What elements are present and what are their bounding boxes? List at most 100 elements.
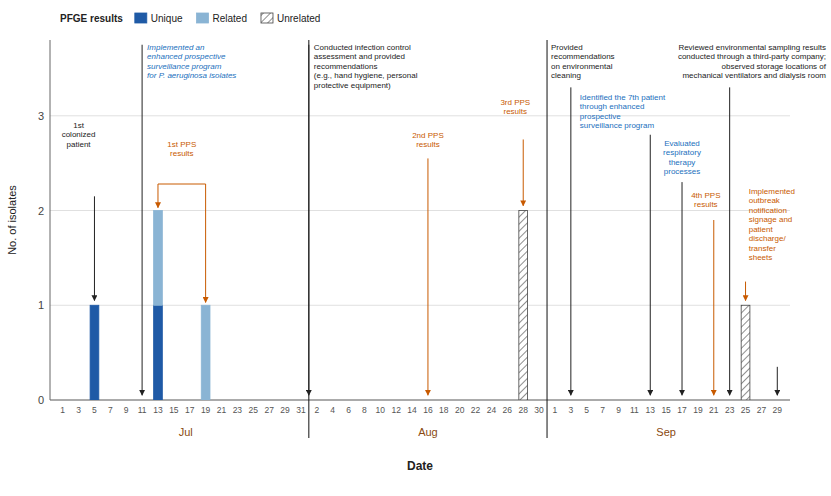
bar bbox=[741, 305, 750, 400]
bar bbox=[630, 400, 639, 401]
bar bbox=[678, 400, 687, 401]
annotation: 4th PPSresults bbox=[691, 191, 720, 210]
bar bbox=[217, 400, 226, 401]
bar bbox=[694, 400, 703, 401]
bar bbox=[376, 400, 385, 401]
y-axis-line bbox=[50, 40, 51, 400]
text-line: assessment and provided bbox=[314, 52, 405, 61]
bar bbox=[487, 400, 496, 401]
x-tick-label: 14 bbox=[407, 405, 417, 415]
bar bbox=[233, 400, 242, 401]
x-tick-label: 19 bbox=[201, 405, 211, 415]
text-line: 1st PPS bbox=[167, 140, 196, 149]
x-tick-label: 15 bbox=[169, 405, 179, 415]
x-tick-label: 5 bbox=[92, 405, 97, 415]
annotation-arrow bbox=[729, 87, 730, 395]
y-tick-label: 3 bbox=[38, 110, 44, 122]
text-line: sheets bbox=[749, 253, 773, 262]
text-line: mechanical ventilators and dialysis room bbox=[682, 71, 826, 80]
x-tick-label: 11 bbox=[138, 405, 147, 415]
x-tick-label: 24 bbox=[487, 405, 497, 415]
bar bbox=[709, 400, 718, 401]
x-tick-label: 25 bbox=[249, 405, 259, 415]
bar bbox=[74, 400, 83, 401]
bar bbox=[265, 400, 274, 401]
bar bbox=[122, 400, 131, 401]
text-line: Implemented an bbox=[147, 43, 205, 52]
annotation: 2nd PPSresults bbox=[412, 131, 444, 150]
annotation-arrow bbox=[682, 182, 683, 395]
bar bbox=[328, 400, 337, 401]
bar bbox=[662, 400, 671, 401]
text-line: (e.g., hand hygiene, personal bbox=[314, 71, 418, 80]
legend-entry: Related bbox=[213, 13, 247, 24]
text-line: colonized bbox=[62, 130, 96, 139]
x-tick-label: 26 bbox=[503, 405, 513, 415]
bar bbox=[598, 400, 607, 401]
x-tick-label: 27 bbox=[264, 405, 274, 415]
x-tick-label: 6 bbox=[346, 405, 351, 415]
bar bbox=[471, 400, 480, 401]
bar bbox=[185, 400, 194, 401]
bar bbox=[503, 400, 512, 401]
text-line: recommendations bbox=[551, 52, 615, 61]
bar bbox=[233, 400, 242, 401]
annotation-arrow bbox=[570, 87, 571, 395]
text-line: enhanced prospective bbox=[147, 52, 226, 61]
x-tick-label: 7 bbox=[108, 405, 113, 415]
text-line: surveillance program bbox=[147, 62, 222, 71]
annotation: Providedrecommendationson environmentalc… bbox=[551, 43, 615, 81]
bar bbox=[154, 210, 163, 211]
x-tick-label: 3 bbox=[568, 405, 573, 415]
bar bbox=[122, 400, 131, 401]
bracket-arrow bbox=[157, 184, 158, 208]
bar bbox=[535, 400, 544, 401]
x-tick-label: 18 bbox=[439, 405, 449, 415]
bar bbox=[169, 400, 178, 401]
annotation: Conducted infection controlassessment an… bbox=[314, 43, 418, 90]
bar bbox=[519, 211, 528, 400]
x-tick-label: 3 bbox=[76, 405, 81, 415]
text-line: Evaluated bbox=[664, 139, 700, 148]
bar bbox=[487, 400, 496, 401]
bar bbox=[614, 400, 623, 401]
bar bbox=[106, 400, 115, 401]
bar bbox=[439, 400, 448, 401]
x-tick-label: 11 bbox=[630, 405, 639, 415]
text-line: protective equipment) bbox=[314, 81, 391, 90]
bar bbox=[773, 400, 782, 401]
bar bbox=[106, 400, 115, 401]
x-tick-label: 12 bbox=[391, 405, 401, 415]
bar bbox=[773, 400, 782, 401]
x-tick-label: 29 bbox=[280, 405, 290, 415]
text-line: outbreak bbox=[749, 196, 781, 205]
x-tick-label: 21 bbox=[709, 405, 719, 415]
annotation-arrow bbox=[777, 367, 778, 395]
annotation: Identified the 7th patientthrough enhanc… bbox=[580, 93, 666, 131]
bar bbox=[408, 400, 417, 401]
bar bbox=[535, 400, 544, 401]
bar bbox=[471, 400, 480, 401]
x-tick-label: 31 bbox=[296, 405, 306, 415]
bar bbox=[90, 305, 99, 400]
text-line: conducted through a third-party company; bbox=[678, 52, 826, 61]
annotation-arrow bbox=[142, 45, 143, 396]
bar bbox=[773, 400, 782, 401]
bar bbox=[249, 400, 258, 401]
x-tick-label: 28 bbox=[518, 405, 528, 415]
bar bbox=[646, 400, 655, 401]
text-line: Reviewed environmental sampling results bbox=[678, 43, 826, 52]
text-line: for P. aeruginosa isolates bbox=[147, 71, 236, 80]
x-tick-label: 25 bbox=[741, 405, 751, 415]
annotation: 1stcolonizedpatient bbox=[62, 121, 96, 149]
bar bbox=[439, 400, 448, 401]
bar bbox=[646, 400, 655, 401]
annotation: Implemented anenhanced prospectivesurvei… bbox=[147, 43, 236, 81]
x-axis-label: Date bbox=[407, 459, 433, 473]
bar bbox=[138, 400, 147, 401]
bar bbox=[455, 400, 464, 401]
annotation-arrow bbox=[427, 158, 428, 395]
bar bbox=[646, 400, 655, 401]
bar bbox=[694, 400, 703, 401]
annotation: Evaluatedrespiratorytherapyprocesses bbox=[663, 139, 701, 177]
